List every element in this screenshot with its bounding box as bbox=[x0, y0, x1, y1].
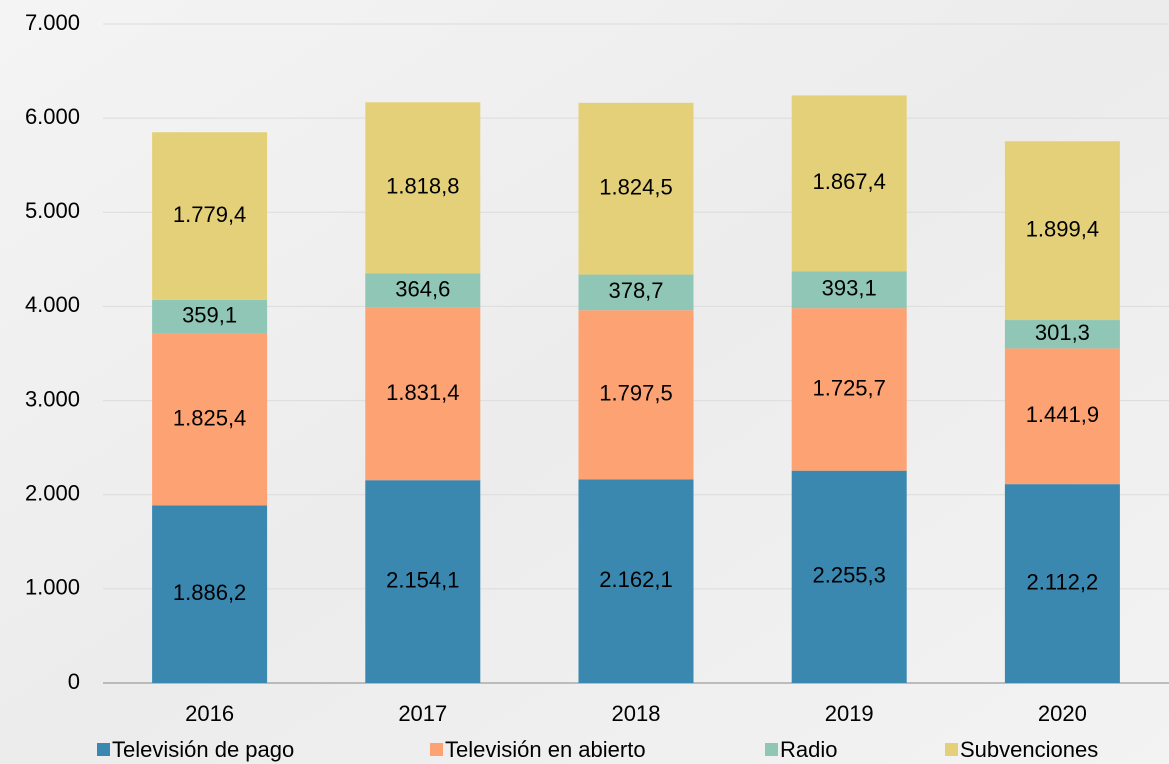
x-tick-label: 2019 bbox=[825, 701, 874, 726]
bar-segment bbox=[791, 470, 907, 683]
legend-label: Subvenciones bbox=[960, 737, 1098, 762]
data-label: 359,1 bbox=[182, 302, 237, 327]
y-tick-label: 4.000 bbox=[25, 292, 80, 317]
x-tick-label: 2016 bbox=[185, 701, 234, 726]
legend-swatch bbox=[765, 743, 778, 756]
bar-segment bbox=[578, 310, 694, 480]
data-label: 1.441,9 bbox=[1026, 402, 1099, 427]
y-tick-label: 2.000 bbox=[25, 481, 80, 506]
data-label: 364,6 bbox=[395, 276, 450, 301]
data-label: 378,7 bbox=[608, 278, 663, 303]
bar-segment bbox=[152, 505, 268, 683]
data-label: 301,3 bbox=[1035, 320, 1090, 345]
bar-segment bbox=[791, 271, 907, 309]
bar-segment bbox=[791, 308, 907, 471]
legend-swatch bbox=[945, 743, 958, 756]
bar-segment bbox=[152, 333, 268, 506]
data-label: 1.725,7 bbox=[812, 375, 885, 400]
bar-segment bbox=[1004, 484, 1120, 683]
y-tick-label: 3.000 bbox=[25, 386, 80, 411]
y-tick-label: 6.000 bbox=[25, 104, 80, 129]
y-tick-label: 0 bbox=[68, 669, 80, 694]
bar-segment bbox=[578, 102, 694, 275]
x-tick-label: 2020 bbox=[1038, 701, 1087, 726]
bar-segment bbox=[152, 132, 268, 300]
bar-segment bbox=[152, 299, 268, 334]
legend-label: Televisión en abierto bbox=[445, 737, 646, 762]
data-label: 2.255,3 bbox=[812, 563, 885, 588]
legend-swatch bbox=[430, 743, 443, 756]
data-label: 1.818,8 bbox=[386, 174, 459, 199]
data-label: 2.162,1 bbox=[599, 567, 672, 592]
bar-segment bbox=[365, 307, 481, 481]
bar-segment bbox=[365, 102, 481, 274]
data-label: 1.867,4 bbox=[812, 169, 885, 194]
data-label: 1.779,4 bbox=[173, 202, 246, 227]
x-tick-label: 2017 bbox=[398, 701, 447, 726]
bar-segment bbox=[1004, 348, 1120, 485]
data-label: 1.825,4 bbox=[173, 405, 246, 430]
bar-segment bbox=[1004, 320, 1120, 349]
legend-swatch bbox=[97, 743, 110, 756]
data-label: 1.797,5 bbox=[599, 381, 672, 406]
bar-segment bbox=[578, 274, 694, 311]
bar-segment bbox=[365, 273, 481, 308]
data-label: 393,1 bbox=[822, 276, 877, 301]
data-label: 1.831,4 bbox=[386, 380, 459, 405]
bar-segment bbox=[365, 480, 481, 683]
y-tick-label: 1.000 bbox=[25, 575, 80, 600]
y-tick-label: 7.000 bbox=[25, 10, 80, 35]
legend-label: Radio bbox=[780, 737, 837, 762]
x-tick-label: 2018 bbox=[612, 701, 661, 726]
legend-label: Televisión de pago bbox=[112, 737, 294, 762]
data-label: 1.886,2 bbox=[173, 580, 246, 605]
bar-segment bbox=[578, 479, 694, 683]
bar-segment bbox=[791, 95, 907, 272]
data-label: 2.154,1 bbox=[386, 567, 459, 592]
y-tick-label: 5.000 bbox=[25, 198, 80, 223]
data-label: 2.112,2 bbox=[1027, 569, 1099, 594]
bar-segment bbox=[1004, 141, 1120, 321]
data-label: 1.824,5 bbox=[599, 175, 672, 200]
data-label: 1.899,4 bbox=[1026, 216, 1099, 241]
